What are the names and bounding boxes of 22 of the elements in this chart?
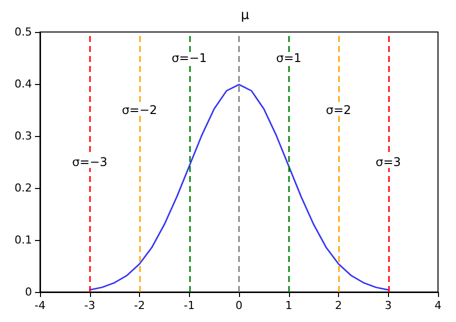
annotation: σ=3 (376, 155, 401, 169)
y-tick-label: 0.4 (14, 78, 32, 90)
x-tick-label: -3 (84, 299, 96, 312)
x-tick-label: 3 (384, 299, 392, 312)
y-tick-label: 0.3 (14, 130, 32, 142)
annotation: σ=−3 (72, 155, 108, 169)
x-tick-label: 4 (434, 299, 442, 312)
annotation: σ=−1 (172, 51, 207, 65)
x-tick-label: 2 (335, 299, 342, 312)
x-tick-label: -1 (184, 299, 195, 312)
x-tick-label: 1 (285, 299, 292, 312)
x-tick-label: -2 (134, 299, 145, 312)
y-tick-label: 0 (25, 286, 32, 298)
x-tick-label: -4 (34, 299, 46, 312)
chart-title: μ (240, 8, 250, 23)
x-tick-label: 0 (236, 299, 242, 312)
y-tick-label: 0.2 (14, 182, 32, 194)
annotation: σ=−2 (122, 103, 158, 117)
annotation: σ=2 (326, 103, 352, 117)
annotation: σ=1 (276, 51, 302, 65)
y-tick-label: 0.5 (14, 26, 32, 38)
y-tick-label: 0.1 (14, 234, 32, 246)
